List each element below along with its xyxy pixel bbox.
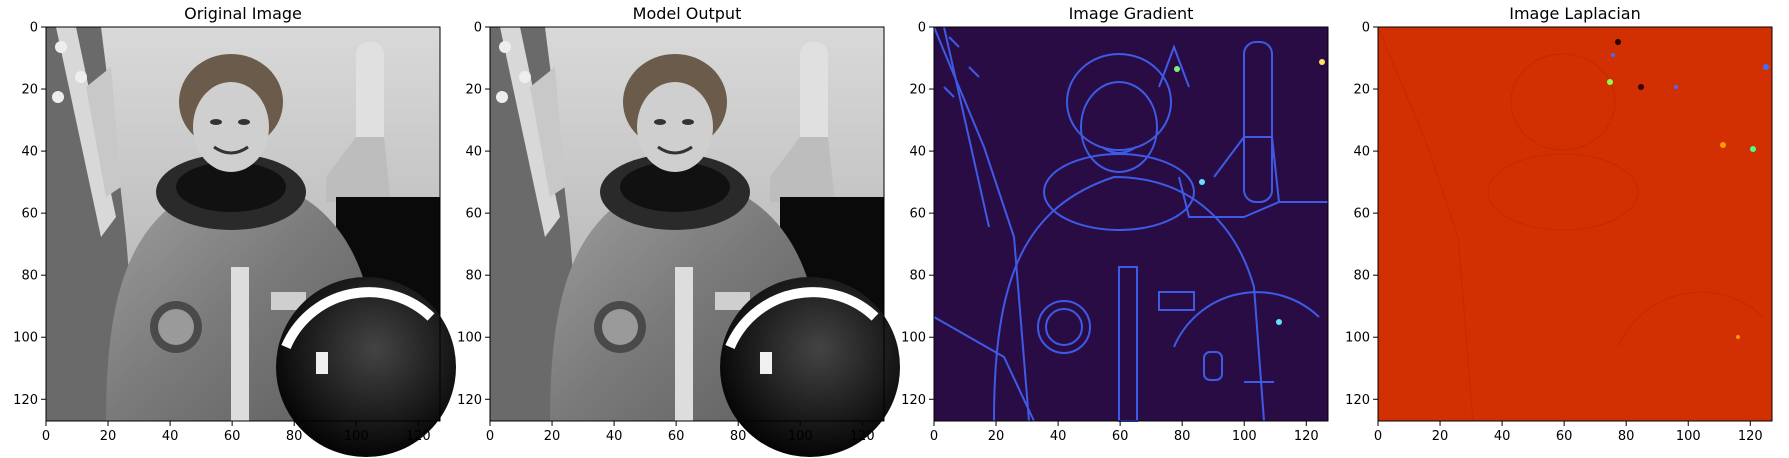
x-tick-label: 60 — [1556, 429, 1573, 444]
y-tick-label: 20 — [1353, 83, 1370, 98]
y-tick-label: 80 — [909, 269, 926, 284]
y-tick-label: 0 — [474, 21, 482, 36]
x-tick-label: 60 — [668, 429, 685, 444]
y-tick-label: 100 — [901, 331, 926, 346]
axes-image-laplacian: Image Laplacian 0 20 40 60 80 100 120 0 20 40 60 80… — [1345, 4, 1773, 445]
tick-group: 0 20 40 60 80 100 120 0 20 40 60 80 100 120 — [457, 21, 875, 445]
y-tick-label: 20 — [465, 83, 482, 98]
x-tick-label: 100 — [788, 429, 813, 444]
y-tick-label: 20 — [21, 83, 38, 98]
tick-group: 0 20 40 60 80 100 120 0 20 40 60 80 100 120 — [13, 21, 431, 445]
x-tick-label: 100 — [344, 429, 369, 444]
x-tick-label: 120 — [1738, 429, 1763, 444]
chart-title: Original Image — [184, 4, 302, 23]
image-gradient — [933, 26, 1329, 422]
y-tick-label: 40 — [909, 145, 926, 160]
x-tick-label: 100 — [1232, 429, 1257, 444]
x-tick-label: 100 — [1676, 429, 1701, 444]
x-tick-label: 60 — [224, 429, 241, 444]
x-tick-label: 40 — [162, 429, 179, 444]
x-tick-label: 80 — [1618, 429, 1635, 444]
x-tick-label: 20 — [544, 429, 561, 444]
x-tick-label: 120 — [406, 429, 431, 444]
image-model-output — [490, 27, 900, 457]
x-tick-label: 80 — [1174, 429, 1191, 444]
chart-title: Image Gradient — [1069, 4, 1194, 23]
x-tick-label: 20 — [988, 429, 1005, 444]
y-tick-label: 0 — [918, 21, 926, 36]
axes-image-gradient: Image Gradient 0 20 40 60 80 100 120 0 20 40 60 80 1… — [901, 4, 1329, 445]
y-tick-label: 120 — [13, 393, 38, 408]
axes-frame — [933, 26, 1329, 422]
y-tick-label: 100 — [13, 331, 38, 346]
axes-original-image: Original Image 0 20 40 60 80 100 120 0 20 40 60 80 1… — [13, 4, 456, 457]
chart-title: Model Output — [633, 4, 742, 23]
x-tick-label: 80 — [730, 429, 747, 444]
chart-title: Image Laplacian — [1509, 4, 1641, 23]
x-tick-label: 40 — [1050, 429, 1067, 444]
tick-group: 0 20 40 60 80 100 120 0 20 40 60 80 100 120 — [901, 21, 1319, 445]
y-tick-label: 40 — [465, 145, 482, 160]
axes-frame — [45, 26, 441, 422]
y-tick-label: 80 — [465, 269, 482, 284]
y-tick-label: 120 — [457, 393, 482, 408]
x-tick-label: 0 — [42, 429, 50, 444]
y-tick-label: 120 — [1345, 393, 1370, 408]
x-tick-label: 60 — [1112, 429, 1129, 444]
tick-group: 0 20 40 60 80 100 120 0 20 40 60 80 100 120 — [1345, 21, 1763, 445]
axes-frame — [489, 26, 885, 422]
x-tick-label: 0 — [1374, 429, 1382, 444]
x-tick-label: 40 — [606, 429, 623, 444]
x-tick-label: 120 — [1294, 429, 1319, 444]
x-tick-label: 120 — [850, 429, 875, 444]
y-tick-label: 60 — [21, 207, 38, 222]
x-tick-label: 0 — [486, 429, 494, 444]
y-tick-label: 100 — [1345, 331, 1370, 346]
y-tick-label: 80 — [1353, 269, 1370, 284]
image-laplacian — [1377, 26, 1772, 422]
y-tick-label: 20 — [909, 83, 926, 98]
y-tick-label: 40 — [21, 145, 38, 160]
y-tick-label: 40 — [1353, 145, 1370, 160]
x-tick-label: 20 — [100, 429, 117, 444]
y-tick-label: 60 — [465, 207, 482, 222]
y-tick-label: 60 — [1353, 207, 1370, 222]
y-tick-label: 120 — [901, 393, 926, 408]
axes-model-output: Model Output 0 20 40 60 80 100 120 0 20 40 60 80 100… — [457, 4, 900, 457]
x-tick-label: 0 — [930, 429, 938, 444]
y-tick-label: 100 — [457, 331, 482, 346]
y-tick-label: 80 — [21, 269, 38, 284]
image-original — [46, 27, 456, 457]
x-tick-label: 80 — [286, 429, 303, 444]
y-tick-label: 0 — [1362, 21, 1370, 36]
y-tick-label: 60 — [909, 207, 926, 222]
x-tick-label: 40 — [1494, 429, 1511, 444]
axes-frame — [1377, 26, 1773, 422]
y-tick-label: 0 — [30, 21, 38, 36]
x-tick-label: 20 — [1432, 429, 1449, 444]
